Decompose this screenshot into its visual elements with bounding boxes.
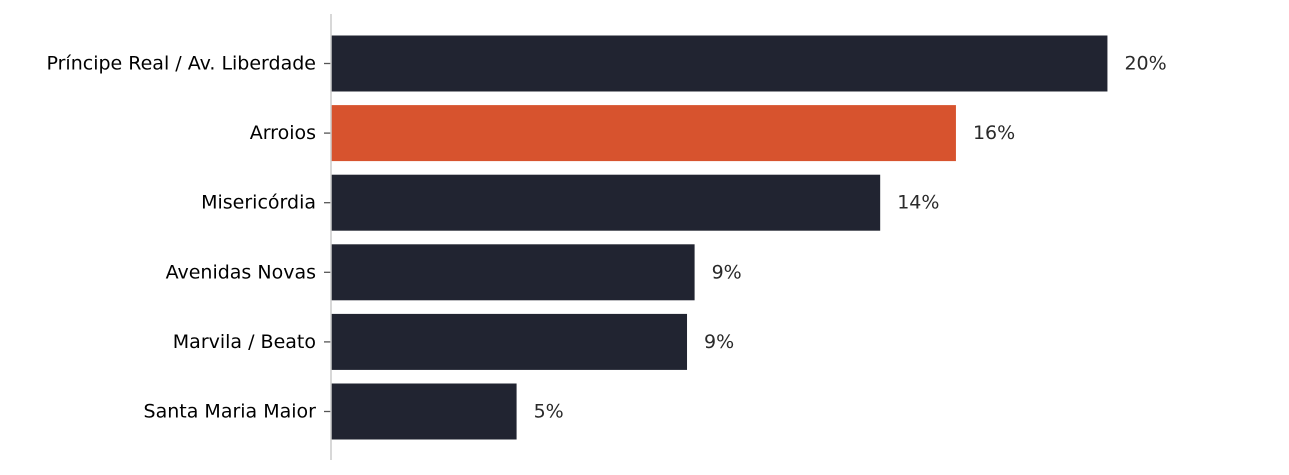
bars-layer (331, 35, 1108, 440)
value-label-3: 9% (712, 261, 742, 283)
bar-5 (331, 383, 517, 440)
bar-3 (331, 244, 695, 301)
bar-4 (331, 313, 688, 370)
bar-2 (331, 174, 881, 231)
value-label-0: 20% (1124, 53, 1166, 75)
labels-layer: Príncipe Real / Av. Liberdade 20% Arroios 1… (47, 53, 1167, 423)
value-label-1: 16% (973, 122, 1015, 144)
category-label-2: Misericórdia (201, 192, 316, 214)
value-label-2: 14% (897, 192, 939, 214)
category-label-4: Marvila / Beato (173, 331, 316, 353)
category-label-0: Príncipe Real / Av. Liberdade (47, 53, 317, 75)
bar-1 (331, 105, 956, 162)
category-label-5: Santa Maria Maior (144, 401, 317, 423)
bar-0 (331, 35, 1108, 92)
value-label-4: 9% (704, 331, 734, 353)
value-label-5: 5% (534, 401, 564, 423)
category-label-1: Arroios (250, 122, 316, 144)
category-label-3: Avenidas Novas (166, 261, 316, 283)
